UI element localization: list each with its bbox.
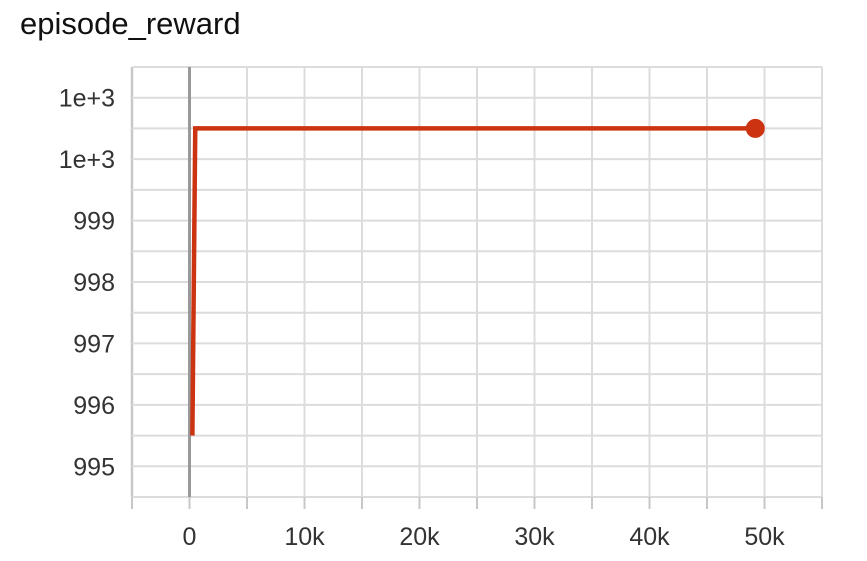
series-endpoint-marker xyxy=(745,118,765,138)
y-tick-label: 999 xyxy=(73,208,115,236)
x-tick-label: 50k xyxy=(744,523,785,551)
chart-title: episode_reward xyxy=(20,6,241,41)
x-tick-label: 20k xyxy=(399,523,440,551)
y-tick-label: 1e+3 xyxy=(59,146,115,174)
x-tick-label: 0 xyxy=(183,523,197,551)
y-tick-label: 998 xyxy=(73,269,115,297)
y-tick-label: 997 xyxy=(73,330,115,358)
x-tick-label: 30k xyxy=(514,523,555,551)
x-tick-label: 40k xyxy=(629,523,670,551)
series-line xyxy=(190,126,756,436)
y-tick-label: 1e+3 xyxy=(59,85,115,113)
x-tick-label: 10k xyxy=(284,523,325,551)
y-tick-label: 996 xyxy=(73,392,115,420)
y-tick-label: 995 xyxy=(73,453,115,481)
